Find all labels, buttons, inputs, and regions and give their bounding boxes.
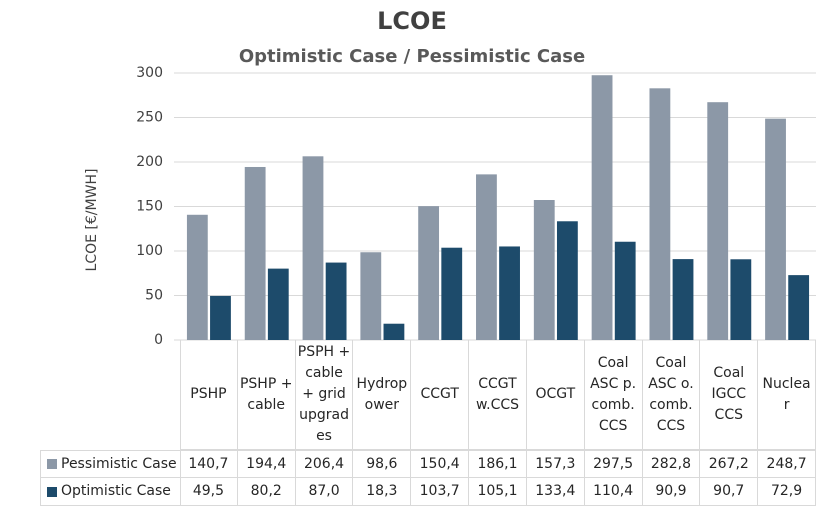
category-label: OCGT xyxy=(526,340,585,450)
category-label: Nuclear xyxy=(758,340,816,450)
value-label: 186,1 xyxy=(469,450,527,478)
bar xyxy=(325,262,347,340)
value-label: 80,2 xyxy=(237,478,296,506)
value-label: 140,7 xyxy=(180,450,238,478)
value-label: 98,6 xyxy=(353,450,412,478)
bar xyxy=(614,241,636,340)
legend-entry: Pessimistic Case xyxy=(40,450,181,478)
value-label: 103,7 xyxy=(411,478,470,506)
bar xyxy=(267,268,289,340)
category-label: PSPH + cable + grid upgrades xyxy=(295,340,354,450)
value-label: 72,9 xyxy=(758,478,816,506)
category-label: Coal ASC o. comb. CCS xyxy=(642,340,701,450)
y-tick-label: 100 xyxy=(136,243,163,259)
y-tick-label: 250 xyxy=(136,110,163,126)
bar xyxy=(476,174,497,340)
value-label: 248,7 xyxy=(758,450,816,478)
chart-title: LCOE xyxy=(377,7,447,35)
bar xyxy=(649,88,671,340)
category-label: CCGT xyxy=(411,340,470,450)
bar xyxy=(418,206,440,340)
value-label: 194,4 xyxy=(237,450,296,478)
bar xyxy=(672,259,694,340)
value-label: 150,4 xyxy=(411,450,470,478)
category-label: Coal ASC p. comb. CCS xyxy=(584,340,643,450)
category-label: PSHP + cable xyxy=(237,340,296,450)
y-tick-label: 0 xyxy=(154,332,163,348)
legend-entry: Optimistic Case xyxy=(40,478,181,506)
category-label: Hydropower xyxy=(353,340,412,450)
category-label: Coal IGCC CCS xyxy=(700,340,759,450)
value-label: 49,5 xyxy=(180,478,238,506)
bar xyxy=(591,75,613,340)
value-label: 267,2 xyxy=(700,450,759,478)
bar xyxy=(186,214,208,340)
bar xyxy=(556,221,578,340)
bar xyxy=(441,247,463,340)
value-label: 90,7 xyxy=(700,478,759,506)
value-label: 282,8 xyxy=(642,450,701,478)
bar xyxy=(707,102,729,340)
value-label: 133,4 xyxy=(526,478,585,506)
value-label: 18,3 xyxy=(353,478,412,506)
bar xyxy=(765,118,786,340)
category-label: PSHP xyxy=(180,340,238,450)
table-border xyxy=(180,340,181,506)
bar xyxy=(302,156,324,340)
value-label: 157,3 xyxy=(526,450,585,478)
bar xyxy=(499,246,520,340)
value-label: 110,4 xyxy=(584,478,643,506)
bar xyxy=(533,200,555,340)
bar xyxy=(210,295,231,340)
legend-label: Pessimistic Case xyxy=(61,455,177,472)
legend-swatch xyxy=(47,486,57,497)
legend-swatch xyxy=(47,459,57,469)
value-label: 105,1 xyxy=(469,478,527,506)
y-tick-label: 300 xyxy=(136,65,163,81)
value-label: 206,4 xyxy=(295,450,354,478)
y-tick-label: 50 xyxy=(145,288,163,304)
value-label: 297,5 xyxy=(584,450,643,478)
value-label: 87,0 xyxy=(295,478,354,506)
bar xyxy=(788,275,810,340)
y-tick-label: 150 xyxy=(136,199,163,215)
category-label: CCGT w.CCS xyxy=(469,340,527,450)
value-label: 90,9 xyxy=(642,478,701,506)
bar xyxy=(730,259,752,340)
y-axis-label: LCOE [€/MWH] xyxy=(84,169,100,272)
bar xyxy=(383,323,405,340)
bar xyxy=(244,166,266,340)
bar xyxy=(360,252,382,340)
y-tick-label: 200 xyxy=(136,154,163,170)
legend-label: Optimistic Case xyxy=(61,483,171,499)
chart-subtitle: Optimistic Case / Pessimistic Case xyxy=(239,46,585,67)
